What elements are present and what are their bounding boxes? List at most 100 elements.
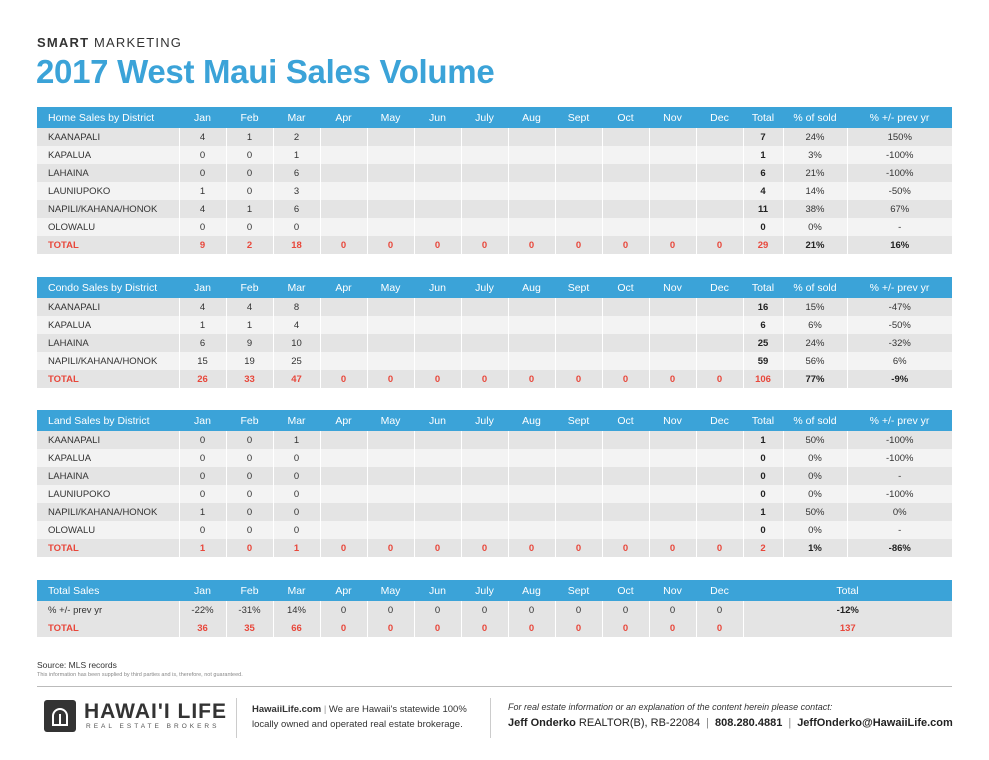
month-header: Oct [602, 410, 649, 431]
month-value [319, 449, 367, 467]
month-value: 1 [225, 316, 273, 334]
month-header: Feb [226, 107, 273, 128]
month-value [460, 146, 508, 164]
month-value [601, 467, 649, 485]
pct-change: - [846, 218, 952, 236]
table-row: KAANAPALI 4 4 8 16 15% -47% [37, 298, 952, 316]
month-value [460, 503, 508, 521]
month-value: 1 [225, 128, 273, 146]
month-header: July [461, 410, 508, 431]
pct-sold: 50% [782, 431, 847, 449]
month-value [460, 521, 508, 539]
month-value [601, 503, 649, 521]
total-row: TOTAL 26 33 47 0 0 0 0 0 0 0 0 0 106 77% -9% [37, 370, 952, 388]
month-value [366, 521, 414, 539]
month-value [366, 200, 414, 218]
month-total: 0 [695, 370, 743, 388]
month-total: 0 [507, 619, 555, 637]
month-header: May [367, 277, 414, 298]
table-row: LAHAINA 0 0 6 6 21% -100% [37, 164, 952, 182]
pct-sold: 56% [782, 352, 847, 370]
month-change: 14% [272, 601, 320, 619]
total-header: Total [743, 580, 953, 601]
month-header: Feb [226, 410, 273, 431]
month-total: 0 [460, 370, 508, 388]
month-value [366, 146, 414, 164]
month-total: 0 [554, 619, 602, 637]
agent-phone[interactable]: 808.280.4881 [715, 717, 783, 729]
month-value [413, 146, 461, 164]
month-total: 0 [554, 539, 602, 557]
month-value [319, 298, 367, 316]
month-value: 0 [225, 146, 273, 164]
month-value [413, 449, 461, 467]
month-value: 1 [178, 503, 226, 521]
district-name: KAANAPALI [37, 298, 179, 316]
month-value [601, 298, 649, 316]
month-value [695, 521, 743, 539]
month-value [366, 218, 414, 236]
month-value: 0 [272, 218, 320, 236]
month-header: Apr [320, 410, 367, 431]
month-header: Jun [414, 580, 461, 601]
month-total: 0 [319, 539, 367, 557]
pct-change: - [846, 467, 952, 485]
month-total: 18 [272, 236, 320, 254]
month-change: 0 [554, 601, 602, 619]
district-name: NAPILI/KAHANA/HONOK [37, 503, 179, 521]
contact-note: For real estate information or an explan… [508, 702, 833, 712]
district-name: LAUNIUPOKO [37, 182, 179, 200]
site-link[interactable]: HawaiiLife.com [252, 704, 322, 715]
month-value [366, 182, 414, 200]
month-value [695, 352, 743, 370]
month-value: 0 [272, 521, 320, 539]
month-total: 1 [272, 539, 320, 557]
row-total: 4 [742, 182, 783, 200]
month-value: 0 [178, 467, 226, 485]
month-header: May [367, 107, 414, 128]
month-value [554, 218, 602, 236]
pct-header: % of sold [783, 410, 847, 431]
month-value: 0 [272, 449, 320, 467]
month-total: 0 [648, 619, 696, 637]
table-row: KAPALUA 0 0 0 0 0% -100% [37, 449, 952, 467]
logo-name: HAWAI'I LIFE [84, 700, 227, 723]
month-value: 0 [178, 164, 226, 182]
table-row: KAPALUA 0 0 1 1 3% -100% [37, 146, 952, 164]
month-total: 66 [272, 619, 320, 637]
month-value: 0 [225, 164, 273, 182]
month-value [366, 503, 414, 521]
row-total: 6 [742, 316, 783, 334]
month-value [319, 521, 367, 539]
month-value: 0 [178, 431, 226, 449]
month-change: 0 [695, 601, 743, 619]
pct-change-total: -86% [846, 539, 952, 557]
month-value: 2 [272, 128, 320, 146]
total-row: TOTAL 9 2 18 0 0 0 0 0 0 0 0 0 29 21% 16% [37, 236, 952, 254]
month-value [319, 503, 367, 521]
table-header: Total Sales Jan Feb Mar Apr May Jun July Aug Sept… [37, 580, 953, 601]
pct-sold: 0% [782, 218, 847, 236]
month-value: 0 [225, 485, 273, 503]
month-value [695, 128, 743, 146]
row-total: 0 [742, 467, 783, 485]
month-value [554, 200, 602, 218]
month-total: 33 [225, 370, 273, 388]
month-value: 25 [272, 352, 320, 370]
grand-total: 2 [742, 539, 783, 557]
pct-header: % of sold [783, 107, 847, 128]
month-value [460, 449, 508, 467]
month-value [319, 182, 367, 200]
month-change: -31% [225, 601, 273, 619]
month-total: 0 [695, 619, 743, 637]
month-value [695, 164, 743, 182]
grand-total: 106 [742, 370, 783, 388]
row-total: 0 [742, 218, 783, 236]
month-total: 0 [601, 619, 649, 637]
month-value [413, 521, 461, 539]
month-value: 6 [178, 334, 226, 352]
agent-email[interactable]: JeffOnderko@HawaiiLife.com [797, 717, 953, 729]
row-total: 0 [742, 521, 783, 539]
month-value [319, 218, 367, 236]
month-value [319, 128, 367, 146]
